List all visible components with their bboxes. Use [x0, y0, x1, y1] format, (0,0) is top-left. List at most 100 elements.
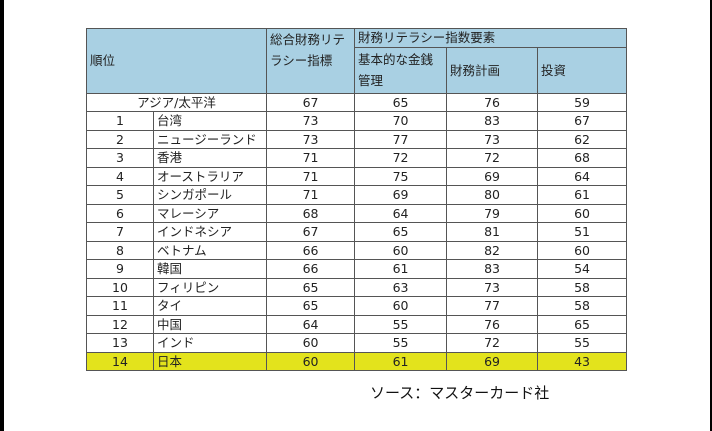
header-overall: 総合財務リテラシー指標 [266, 28, 356, 94]
country-cell: タイ [152, 296, 268, 316]
country-cell: インド [152, 333, 268, 353]
country-cell: 台湾 [152, 111, 268, 131]
investing-cell: 60 [537, 240, 628, 260]
planning-cell: 69 [446, 166, 539, 186]
right-edge [710, 0, 712, 431]
overall-cell: 68 [266, 203, 356, 223]
source-note: ソース：マスターカード社 [370, 384, 550, 402]
country-cell: オーストラリア [152, 166, 268, 186]
table-row: 9 韓国 66 61 83 54 [86, 259, 628, 279]
planning-cell: 82 [446, 240, 539, 260]
country-cell: ベトナム [152, 240, 268, 260]
planning-cell: 72 [446, 148, 539, 168]
basic-cell: 72 [354, 148, 448, 168]
planning-cell: 83 [446, 259, 539, 279]
overall-cell: 71 [266, 166, 356, 186]
overall-cell: 65 [266, 296, 356, 316]
rank-cell: 1 [86, 111, 154, 131]
region-row: アジア/太平洋 67 65 76 59 [85, 92, 628, 112]
country-cell: ニュージーランド [152, 129, 268, 149]
header-rank: 順位 [85, 28, 268, 94]
table-row: 2 ニュージーランド 73 77 73 62 [86, 129, 628, 149]
overall-cell: 71 [266, 185, 356, 205]
investing-cell: 58 [537, 277, 628, 297]
overall-cell: 73 [266, 129, 356, 149]
planning-cell: 73 [446, 129, 539, 149]
investing-cell: 67 [537, 111, 628, 131]
rank-cell: 9 [86, 259, 154, 279]
planning-cell: 72 [446, 333, 539, 353]
basic-cell: 63 [354, 277, 448, 297]
region-planning: 76 [446, 92, 539, 112]
region-label: アジア/太平洋 [85, 92, 268, 112]
country-cell: シンガポール [152, 185, 268, 205]
overall-cell: 66 [266, 259, 356, 279]
financial-literacy-table: 順位 総合財務リテラシー指標 財務リテラシー指数要素 基本的な金銭管理 財務計画… [85, 28, 628, 371]
planning-cell: 81 [446, 222, 539, 242]
table-row: 5 シンガポール 71 69 80 61 [86, 185, 628, 205]
country-cell: 香港 [152, 148, 268, 168]
overall-cell: 66 [266, 240, 356, 260]
table-row: 7 インドネシア 67 65 81 51 [86, 222, 628, 242]
overall-cell: 67 [266, 222, 356, 242]
rank-cell: 4 [86, 166, 154, 186]
planning-cell: 83 [446, 111, 539, 131]
region-overall: 67 [266, 92, 356, 112]
table-row: 8 ベトナム 66 60 82 60 [86, 240, 628, 260]
overall-cell: 64 [266, 314, 356, 334]
header-planning: 財務計画 [446, 46, 539, 94]
investing-cell: 61 [537, 185, 628, 205]
country-cell: インドネシア [152, 222, 268, 242]
rank-cell: 6 [86, 203, 154, 223]
investing-cell: 43 [537, 351, 628, 371]
basic-cell: 75 [354, 166, 448, 186]
table-row: 12 中国 64 55 76 65 [86, 314, 628, 334]
rank-cell: 13 [86, 333, 154, 353]
country-cell: 日本 [152, 351, 268, 371]
rank-cell: 2 [86, 129, 154, 149]
overall-cell: 71 [266, 148, 356, 168]
rank-cell: 12 [86, 314, 154, 334]
basic-cell: 60 [354, 240, 448, 260]
header-investing: 投資 [537, 46, 628, 94]
overall-cell: 60 [266, 351, 356, 371]
rank-cell: 14 [86, 351, 154, 371]
planning-cell: 73 [446, 277, 539, 297]
basic-cell: 55 [354, 314, 448, 334]
country-cell: フィリピン [152, 277, 268, 297]
overall-cell: 73 [266, 111, 356, 131]
basic-cell: 69 [354, 185, 448, 205]
investing-cell: 60 [537, 203, 628, 223]
country-cell: マレーシア [152, 203, 268, 223]
rank-cell: 5 [86, 185, 154, 205]
country-cell: 中国 [152, 314, 268, 334]
left-edge [0, 0, 4, 431]
basic-cell: 77 [354, 129, 448, 149]
country-cell: 韓国 [152, 259, 268, 279]
rank-cell: 7 [86, 222, 154, 242]
basic-cell: 60 [354, 296, 448, 316]
investing-cell: 54 [537, 259, 628, 279]
rank-cell: 10 [86, 277, 154, 297]
basic-cell: 70 [354, 111, 448, 131]
table-row: 10 フィリピン 65 63 73 58 [86, 277, 628, 297]
investing-cell: 64 [537, 166, 628, 186]
region-basic: 65 [354, 92, 448, 112]
region-investing: 59 [537, 92, 628, 112]
planning-cell: 79 [446, 203, 539, 223]
investing-cell: 51 [537, 222, 628, 242]
investing-cell: 65 [537, 314, 628, 334]
basic-cell: 61 [354, 259, 448, 279]
investing-cell: 62 [537, 129, 628, 149]
investing-cell: 58 [537, 296, 628, 316]
header-basic: 基本的な金銭管理 [354, 46, 448, 94]
basic-cell: 55 [354, 333, 448, 353]
header-components: 財務リテラシー指数要素 [354, 28, 628, 48]
planning-cell: 69 [446, 351, 539, 371]
planning-cell: 80 [446, 185, 539, 205]
investing-cell: 55 [537, 333, 628, 353]
table-row: 1 台湾 73 70 83 67 [86, 111, 628, 131]
table-row: 14 日本 60 61 69 43 [86, 351, 628, 371]
rank-cell: 11 [86, 296, 154, 316]
rank-cell: 3 [86, 148, 154, 168]
